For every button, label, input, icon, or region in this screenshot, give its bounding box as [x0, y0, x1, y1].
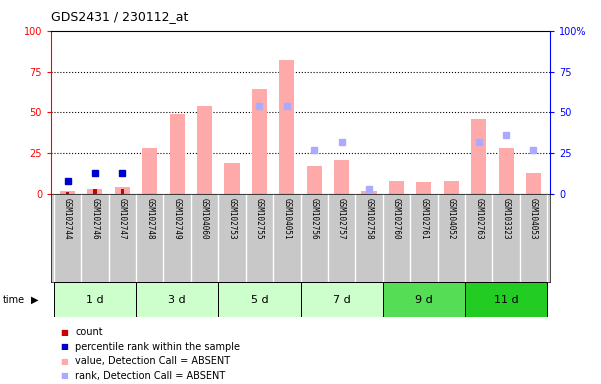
Bar — [93, 189, 97, 194]
Bar — [121, 189, 124, 194]
Bar — [383, 282, 465, 317]
Text: 3 d: 3 d — [168, 295, 186, 305]
Bar — [444, 181, 459, 194]
Text: GSM102757: GSM102757 — [337, 199, 346, 240]
Text: GSM102760: GSM102760 — [392, 199, 401, 240]
Bar — [361, 191, 377, 194]
Text: GDS2431 / 230112_at: GDS2431 / 230112_at — [51, 10, 189, 23]
Bar — [465, 282, 547, 317]
Bar — [115, 187, 130, 194]
Text: GSM102761: GSM102761 — [419, 199, 429, 240]
Bar — [526, 173, 541, 194]
Bar — [197, 106, 212, 194]
Text: ■: ■ — [60, 328, 68, 337]
Text: GSM104060: GSM104060 — [200, 199, 209, 240]
Text: GSM102747: GSM102747 — [118, 199, 127, 240]
Bar — [218, 282, 300, 317]
Text: time: time — [3, 295, 25, 305]
Text: percentile rank within the sample: percentile rank within the sample — [75, 342, 240, 352]
Text: ■: ■ — [60, 357, 68, 366]
Bar — [136, 282, 218, 317]
Text: ■: ■ — [60, 342, 68, 351]
Text: GSM103323: GSM103323 — [502, 199, 511, 240]
Text: 9 d: 9 d — [415, 295, 433, 305]
Bar — [224, 163, 240, 194]
Text: GSM104051: GSM104051 — [282, 199, 291, 240]
Bar — [169, 114, 185, 194]
Text: GSM102758: GSM102758 — [365, 199, 373, 240]
Text: GSM102756: GSM102756 — [310, 199, 319, 240]
Text: ▶: ▶ — [31, 295, 38, 305]
Bar — [389, 181, 404, 194]
Text: count: count — [75, 327, 103, 337]
Text: GSM102755: GSM102755 — [255, 199, 264, 240]
Text: 11 d: 11 d — [494, 295, 519, 305]
Text: GSM102749: GSM102749 — [172, 199, 182, 240]
Bar — [66, 192, 69, 194]
Text: 5 d: 5 d — [251, 295, 268, 305]
Text: GSM102753: GSM102753 — [228, 199, 236, 240]
Bar — [142, 148, 157, 194]
Bar — [300, 282, 383, 317]
Bar — [416, 182, 432, 194]
Bar — [60, 191, 75, 194]
Text: rank, Detection Call = ABSENT: rank, Detection Call = ABSENT — [75, 371, 225, 381]
Bar — [87, 189, 103, 194]
Text: GSM102746: GSM102746 — [90, 199, 99, 240]
Text: ■: ■ — [60, 371, 68, 381]
Text: GSM102763: GSM102763 — [474, 199, 483, 240]
Text: GSM102748: GSM102748 — [145, 199, 154, 240]
Bar — [498, 148, 514, 194]
Bar — [471, 119, 486, 194]
Bar — [334, 160, 349, 194]
Bar — [279, 60, 294, 194]
Bar — [54, 282, 136, 317]
Text: value, Detection Call = ABSENT: value, Detection Call = ABSENT — [75, 356, 230, 366]
Bar — [307, 166, 322, 194]
Bar — [252, 89, 267, 194]
Text: GSM102744: GSM102744 — [63, 199, 72, 240]
Text: GSM104053: GSM104053 — [529, 199, 538, 240]
Text: 7 d: 7 d — [333, 295, 350, 305]
Text: 1 d: 1 d — [86, 295, 104, 305]
Text: GSM104052: GSM104052 — [447, 199, 456, 240]
